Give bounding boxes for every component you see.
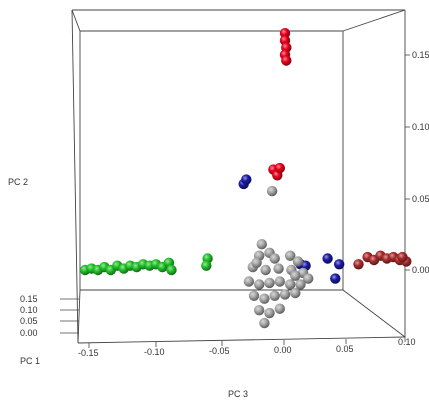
data-point (279, 28, 291, 39)
data-point (166, 264, 177, 276)
pc3-tick-label: 0.10 (398, 337, 416, 347)
box-depth-bottom-left (77, 289, 81, 344)
data-point (274, 303, 285, 314)
data-point (353, 259, 364, 270)
box-front-left-edge (71, 9, 79, 344)
data-point (241, 174, 252, 185)
pc1-axis-title: PC 1 (20, 356, 40, 366)
series-points (353, 250, 412, 270)
pc1-tick-label: 0.15 (20, 294, 38, 304)
data-point (290, 287, 301, 299)
data-point (285, 250, 296, 261)
data-point (266, 185, 278, 197)
plot-box (71, 9, 406, 344)
series-points (79, 253, 213, 276)
data-point (264, 307, 275, 319)
pc3-tick-label: 0.05 (336, 344, 354, 354)
pc3-tick-label: -0.10 (144, 347, 165, 357)
data-point (274, 162, 285, 174)
data-points (79, 28, 412, 329)
data-point (254, 279, 265, 290)
data-point (281, 55, 292, 66)
pc3-axis: -0.15 -0.10 -0.05 0.00 0.05 0.10 PC 3 (78, 337, 416, 399)
data-point (269, 253, 280, 264)
data-point (264, 277, 275, 289)
pc3-axis-title: PC 3 (228, 389, 248, 399)
data-point (251, 257, 262, 268)
data-point (334, 259, 345, 270)
box-front-bottom-edge (77, 336, 406, 344)
pc2-tick-label: 0.10 (412, 122, 429, 132)
box-depth-top-left (71, 9, 81, 32)
data-point (303, 273, 314, 284)
pc2-axis-title: PC 2 (8, 177, 28, 187)
pc3-tick-label: 0.00 (274, 345, 292, 355)
data-point (295, 279, 306, 290)
data-point (269, 290, 280, 301)
pc2-tick-label: 0.15 (412, 50, 429, 60)
data-point (259, 293, 270, 304)
pc2-tick-label: 0.00 (412, 265, 429, 275)
data-point (274, 276, 285, 287)
data-point (243, 276, 255, 287)
pc2-axis: 0.00 0.05 0.10 0.15 PC 2 (8, 50, 429, 275)
pc1-tick-label: 0.05 (20, 316, 38, 326)
data-point (322, 253, 333, 264)
data-point (330, 273, 341, 284)
data-point (256, 239, 267, 250)
box-back-face (79, 30, 344, 291)
series-points (238, 174, 345, 284)
data-point (254, 305, 265, 316)
data-point (285, 279, 296, 290)
series-points (243, 185, 314, 329)
series-points (268, 28, 292, 181)
pc1-tick-label: 0.10 (20, 305, 38, 315)
data-point (273, 263, 284, 274)
data-point (397, 251, 408, 263)
box-depth-bottom-right (342, 289, 406, 338)
pc2-tick-label: 0.05 (412, 194, 429, 204)
data-point (248, 290, 260, 301)
pc1-axis: 0.00 0.05 0.10 0.15 PC 1 (20, 294, 79, 366)
data-point (259, 317, 270, 329)
data-point (279, 289, 291, 300)
data-point (292, 256, 304, 267)
data-point (260, 264, 271, 276)
box-depth-top-right (342, 9, 406, 32)
pc3-tick-label: -0.15 (78, 348, 99, 358)
data-point (201, 260, 212, 271)
data-point (290, 270, 301, 281)
pc1-tick-label: 0.00 (20, 328, 38, 338)
pc3-tick-label: -0.05 (209, 346, 230, 356)
